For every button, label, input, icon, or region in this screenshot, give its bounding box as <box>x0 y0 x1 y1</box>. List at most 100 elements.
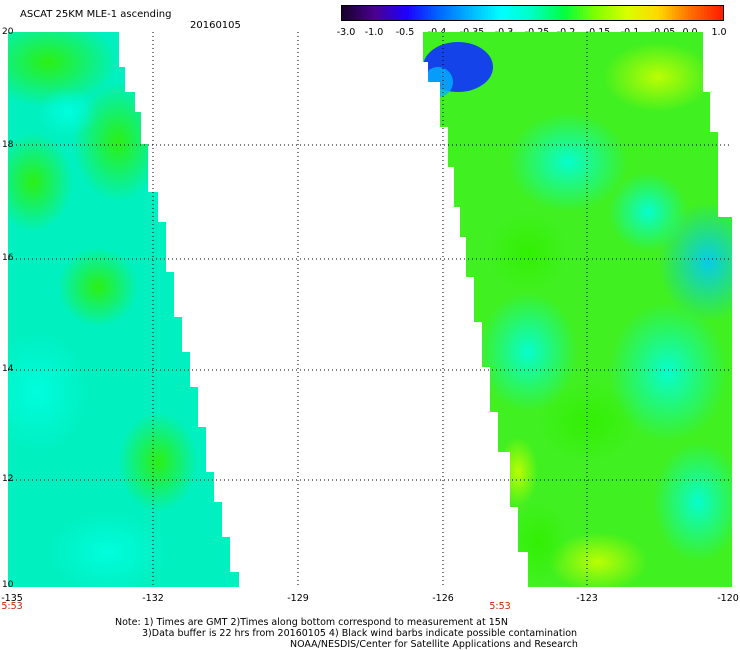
colorbar-segment <box>551 6 556 20</box>
colorbar-segment <box>370 6 375 20</box>
colorbar-segment <box>538 6 543 20</box>
colorbar-segment <box>345 6 349 20</box>
colorbar-segment <box>634 6 638 20</box>
colorbar-segment <box>599 6 603 20</box>
colorbar-segment <box>443 6 448 20</box>
colorbar-segment <box>554 6 559 20</box>
colorbar-segment <box>621 6 626 20</box>
colorbar-segment <box>707 6 711 20</box>
colorbar-segment <box>507 6 511 20</box>
grid-lines <box>8 32 732 587</box>
colorbar-segment <box>681 6 686 20</box>
colorbar-segment <box>532 6 537 20</box>
colorbar-segment <box>542 6 546 20</box>
colorbar-segment <box>576 6 581 20</box>
lat-tick-label: 12 <box>2 474 14 484</box>
lat-tick-label: 16 <box>2 253 14 263</box>
colorbar-segment <box>570 6 575 20</box>
colorbar-segment <box>342 6 346 20</box>
colorbar-segment <box>589 6 594 20</box>
colorbar-segment <box>516 6 521 20</box>
map-date: 20160105 <box>190 20 241 31</box>
colorbar-segment <box>469 6 473 20</box>
colorbar-segment <box>459 6 464 20</box>
colorbar-segment <box>449 6 454 20</box>
swath-map <box>8 32 732 587</box>
colorbar-segment <box>678 6 683 20</box>
colorbar-segment <box>627 6 632 20</box>
colorbar-segment <box>557 6 562 20</box>
colorbar-segment <box>580 6 584 20</box>
footnote-line-1: Note: 1) Times are GMT 2)Times along bot… <box>115 617 508 628</box>
credit-line: NOAA/NESDIS/Center for Satellite Applica… <box>290 639 578 650</box>
colorbar-segment <box>513 6 518 20</box>
colorbar-segment <box>583 6 588 20</box>
colorbar-segment <box>608 6 613 20</box>
colorbar-segment <box>615 6 619 20</box>
colorbar-segment <box>430 6 435 20</box>
colorbar-segment <box>688 6 692 20</box>
lat-tick-label: 10 <box>2 580 14 590</box>
colorbar-segment <box>446 6 451 20</box>
colorbar-segment <box>357 6 362 20</box>
colorbar-segment <box>697 6 702 20</box>
colorbar-segment <box>373 6 378 20</box>
colorbar-segment <box>437 6 442 20</box>
colorbar-segment <box>408 6 413 20</box>
colorbar-segment <box>659 6 664 20</box>
colorbar-segment <box>478 6 483 20</box>
pass-time-label: 5:53 <box>1 601 23 612</box>
colorbar-segment <box>586 6 591 20</box>
colorbar-segment <box>596 6 600 20</box>
colorbar-segment <box>405 6 410 20</box>
colorbar-segment <box>526 6 530 20</box>
colorbar-segment <box>573 6 578 20</box>
colorbar-segment <box>611 6 616 20</box>
colorbar-segment <box>418 6 422 20</box>
colorbar-segment <box>519 6 524 20</box>
colorbar-segment <box>640 6 645 20</box>
colorbar-segment <box>475 6 480 20</box>
colorbar-segment <box>392 6 397 20</box>
colorbar-segment <box>703 6 708 20</box>
colorbar-segment <box>684 6 689 20</box>
colorbar-label: -1.0 <box>364 27 384 38</box>
colorbar-segment <box>567 6 572 20</box>
colorbar-segment <box>386 6 391 20</box>
colorbar-segment <box>434 6 438 20</box>
colorbar-segment <box>694 6 699 20</box>
colorbar-segment <box>411 6 416 20</box>
colorbar-segment <box>592 6 597 20</box>
colorbar-segment <box>624 6 629 20</box>
colorbar-segment <box>367 6 372 20</box>
colorbar-segment <box>713 6 718 20</box>
colorbar-segment <box>376 6 381 20</box>
colorbar-segment <box>497 6 502 20</box>
colorbar-segment <box>510 6 515 20</box>
colorbar-segment <box>453 6 457 20</box>
colorbar-segment <box>351 6 356 20</box>
colorbar-label: 1.0 <box>711 27 727 38</box>
colorbar-segment <box>564 6 569 20</box>
lon-tick-label: -120 <box>717 593 739 604</box>
colorbar-segment <box>643 6 648 20</box>
colorbar-segment <box>535 6 540 20</box>
colorbar-segment <box>672 6 676 20</box>
colorbar-segment <box>484 6 489 20</box>
colorbar-segment <box>602 6 607 20</box>
left-swath <box>8 32 239 587</box>
colorbar-segment <box>491 6 495 20</box>
colorbar-segment <box>462 6 467 20</box>
colorbar-segment <box>561 6 565 20</box>
colorbar-segment <box>383 6 388 20</box>
colorbar-segment <box>500 6 505 20</box>
colorbar-segment <box>637 6 642 20</box>
colorbar-segment <box>399 6 403 20</box>
lat-tick-label: 18 <box>2 140 14 150</box>
lon-tick-label: -126 <box>432 593 454 604</box>
colorbar-segment <box>354 6 359 20</box>
lat-tick-label: 14 <box>2 364 14 374</box>
colorbar-segment <box>605 6 610 20</box>
colorbar-segment <box>427 6 432 20</box>
colorbar-segment <box>656 6 661 20</box>
